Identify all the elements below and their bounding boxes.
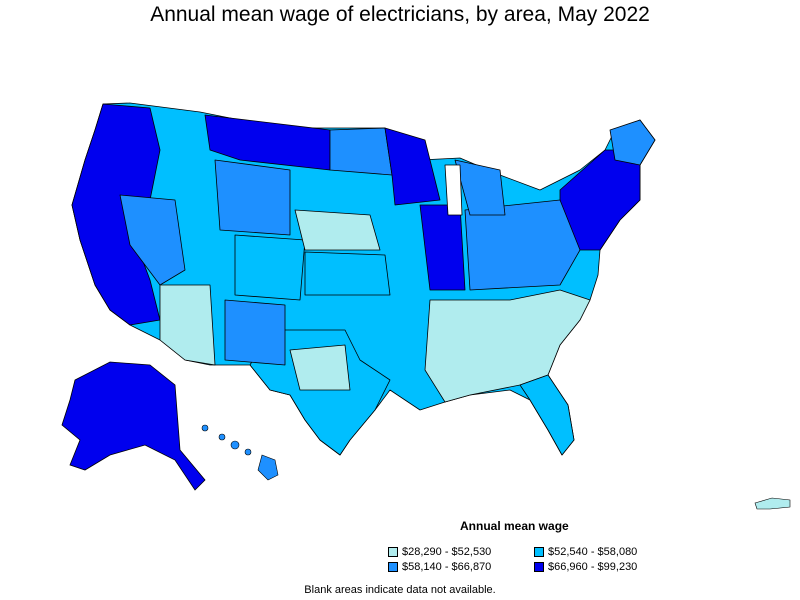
nebraska-region <box>294 209 381 251</box>
legend-label: $28,290 - $52,530 <box>402 546 492 558</box>
michigan-region <box>454 159 506 216</box>
puerto-rico <box>754 497 791 510</box>
legend-label: $58,140 - $66,870 <box>402 561 492 573</box>
minnesota-region <box>384 127 441 206</box>
pacific-coast-region <box>71 103 161 326</box>
arizona-region <box>159 284 216 366</box>
legend-swatch <box>534 562 544 572</box>
alaska <box>61 361 206 491</box>
new-mexico-region <box>224 299 286 366</box>
nevada-region <box>119 194 186 286</box>
wyoming-region <box>214 159 291 236</box>
legend-item-mid-high: $58,140 - $66,870 <box>388 561 491 573</box>
southeast-region <box>424 289 591 403</box>
west-texas-region <box>289 344 351 391</box>
illinois-region <box>419 204 466 291</box>
legend-label: $52,540 - $58,080 <box>548 546 638 558</box>
legend-swatch <box>388 562 398 572</box>
legend-swatch <box>534 547 544 557</box>
legend-item-low: $28,290 - $52,530 <box>388 546 491 558</box>
kansas-region <box>304 251 391 296</box>
florida-region <box>519 374 575 456</box>
map-title: Annual mean wage of electricians, by are… <box>150 3 650 26</box>
colorado-region <box>234 234 306 301</box>
legend-item-high: $66,960 - $99,230 <box>534 561 637 573</box>
montana-region <box>204 114 331 171</box>
footnote: Blank areas indicate data not available. <box>304 584 496 596</box>
lake-michigan <box>444 164 463 216</box>
maine-region <box>609 119 656 166</box>
hawaii <box>201 424 279 481</box>
ohio-valley-region <box>464 199 581 291</box>
legend-label: $66,960 - $99,230 <box>548 561 638 573</box>
legend-item-mid-low: $52,540 - $58,080 <box>534 546 637 558</box>
north-dakota-region <box>329 127 393 176</box>
legend-title: Annual mean wage <box>460 519 569 533</box>
legend-swatch <box>388 547 398 557</box>
